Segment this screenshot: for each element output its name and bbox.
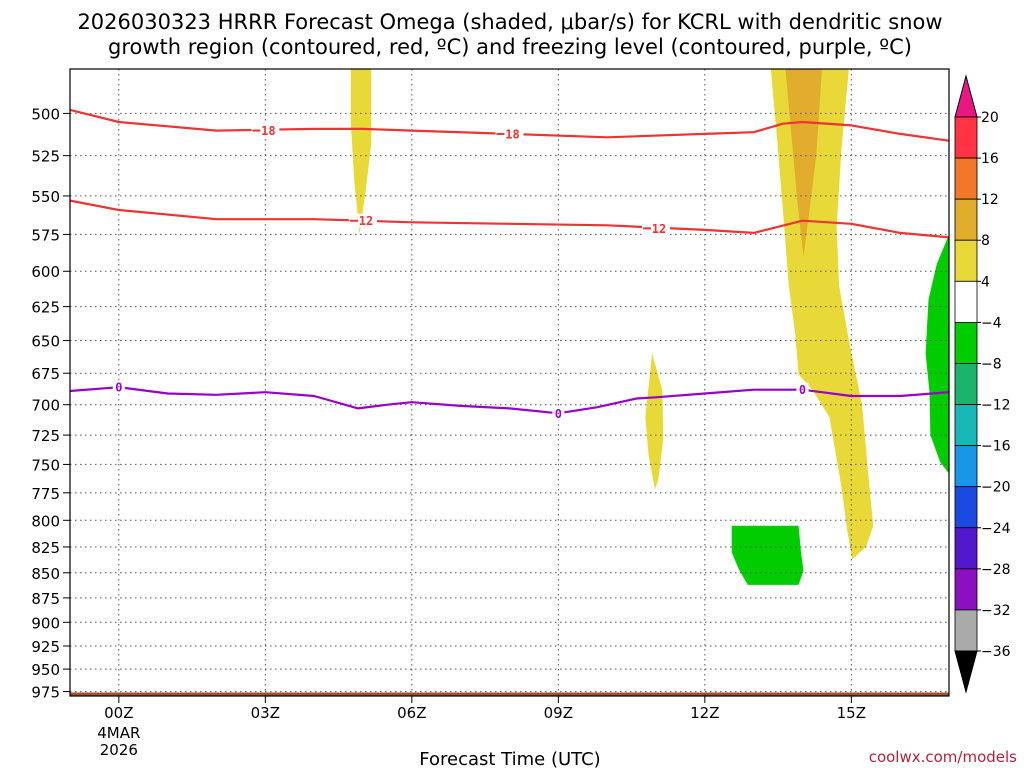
y-tick-label-925: 925 xyxy=(31,638,60,656)
colorbar-band-9 xyxy=(954,486,978,529)
shaded-region-omega-8-to-4-near-13z xyxy=(731,525,804,585)
y-tick-label-500: 500 xyxy=(31,105,60,123)
contour-label-bg xyxy=(112,380,125,395)
colorbar-label-16: 16 xyxy=(981,151,999,167)
colorbar-band-0 xyxy=(954,116,978,159)
x-tick-label-00z: 00Z xyxy=(104,704,133,722)
contour-label-freezing-level-0c-0: 0 xyxy=(115,381,122,395)
colorbar-label-4: 4 xyxy=(981,274,990,290)
y-tick-label-950: 950 xyxy=(31,661,60,679)
colorbar-label-32: −32 xyxy=(981,603,1011,619)
shaded-region-omega-4-8-near-14z xyxy=(770,69,874,560)
chart-title-line1: 2026030323 HRRR Forecast Omega (shaded, … xyxy=(77,10,942,34)
contour-label-bg xyxy=(495,126,524,141)
contour-label-isotherm-18c-0: 18 xyxy=(261,124,275,138)
contour-label-bg xyxy=(251,123,280,138)
y-tick-label-825: 825 xyxy=(31,539,60,557)
colorbar-label-28: −28 xyxy=(981,562,1011,578)
colorbar-band-5 xyxy=(954,321,978,364)
y-tick-label-975: 975 xyxy=(31,684,60,702)
y-tick-label-575: 575 xyxy=(31,226,60,244)
contour-label-isotherm-18c-1: 18 xyxy=(505,127,519,141)
contour-label-bg xyxy=(642,221,670,236)
colorbar-label-8: 8 xyxy=(981,233,990,249)
contour-lines: 18 18 12 12 0 0 0 xyxy=(70,108,949,421)
y-tick-label-775: 775 xyxy=(31,485,60,503)
y-tick-label-525: 525 xyxy=(31,148,60,166)
shaded-region-omega-4-8-near-05z xyxy=(350,69,372,235)
omega-shaded-regions xyxy=(70,69,949,696)
x-date-label-1: 2026 xyxy=(100,741,138,759)
contour-label-bg xyxy=(796,382,809,397)
y-tick-label-550: 550 xyxy=(31,188,60,206)
colorbar-band-8 xyxy=(954,445,978,488)
colorbar-band-1 xyxy=(954,157,978,200)
y-tick-label-900: 900 xyxy=(31,614,60,632)
y-tick-label-650: 650 xyxy=(31,333,60,351)
colorbar-band-7 xyxy=(954,404,978,447)
chart-title-line2: growth region (contoured, red, ºC) and f… xyxy=(108,35,912,59)
colorbar-label-8: −8 xyxy=(981,356,1002,372)
colorbar-label-4: −4 xyxy=(981,315,1002,331)
colorbar-band-6 xyxy=(954,363,978,405)
x-tick-label-12z: 12Z xyxy=(690,704,719,722)
colorbar-band-4 xyxy=(954,280,978,323)
y-tick-label-750: 750 xyxy=(31,456,60,474)
x-tick-label-06z: 06Z xyxy=(397,704,426,722)
contour-label-isotherm-12c-1: 12 xyxy=(652,222,666,236)
colorbar-label-20: −20 xyxy=(981,480,1011,496)
colorbar-top-arrow xyxy=(954,74,978,118)
contour-isotherm-18c xyxy=(70,108,949,142)
contour-label-isotherm-12c-0: 12 xyxy=(359,214,373,228)
y-tick-label-675: 675 xyxy=(31,365,60,383)
contour-label-freezing-level-0c-1: 0 xyxy=(555,407,562,421)
x-date-label-0: 4MAR xyxy=(97,724,140,742)
site-credit: coolwx.com/models xyxy=(869,748,1017,766)
contour-freezing-level-0c xyxy=(70,386,949,415)
y-tick-label-700: 700 xyxy=(31,397,60,415)
contour-label-bg xyxy=(552,406,565,421)
shaded-region-omega-4-8-near-11z xyxy=(645,353,664,490)
shaded-region-omega-8-to-4-near-16z xyxy=(925,234,949,474)
colorbar-band-3 xyxy=(954,239,978,282)
y-tick-label-625: 625 xyxy=(31,299,60,317)
x-tick-label-09z: 09Z xyxy=(544,704,573,722)
y-tick-label-725: 725 xyxy=(31,427,60,445)
contour-label-freezing-level-0c-2: 0 xyxy=(799,383,806,397)
colorbar-band-11 xyxy=(954,568,978,611)
colorbar-band-12 xyxy=(954,609,978,652)
y-tick-label-600: 600 xyxy=(31,263,60,281)
contour-isotherm-12c xyxy=(70,199,949,239)
axes: 500 525 550 575 600 625 650 675 700 725 750 775 800 8… xyxy=(31,105,866,759)
shaded-region-omega-8-12-near-14z xyxy=(785,69,822,257)
colorbar-band-10 xyxy=(954,527,978,570)
colorbar: 20 16 12 8 4 −4 −8 −12 −16 −20 −24 −28 −32 −36 xyxy=(954,74,1011,694)
colorbar-label-20: 20 xyxy=(981,110,999,126)
colorbar-label-24: −24 xyxy=(981,521,1011,537)
x-axis-label: Forecast Time (UTC) xyxy=(419,749,600,768)
contour-label-bg xyxy=(349,213,377,228)
x-tick-label-15z: 15Z xyxy=(837,704,866,722)
y-tick-label-800: 800 xyxy=(31,512,60,530)
x-tick-label-03z: 03Z xyxy=(251,704,280,722)
y-tick-label-875: 875 xyxy=(31,590,60,608)
colorbar-bottom-arrow xyxy=(954,650,978,694)
colorbar-label-12: 12 xyxy=(981,192,999,208)
y-tick-label-850: 850 xyxy=(31,565,60,583)
plot-frame xyxy=(69,68,950,697)
colorbar-label-36: −36 xyxy=(981,644,1011,660)
colorbar-band-2 xyxy=(954,198,978,241)
colorbar-label-12: −12 xyxy=(981,398,1011,414)
shaded-region-terrain xyxy=(70,692,949,696)
colorbar-label-16: −16 xyxy=(981,439,1011,455)
